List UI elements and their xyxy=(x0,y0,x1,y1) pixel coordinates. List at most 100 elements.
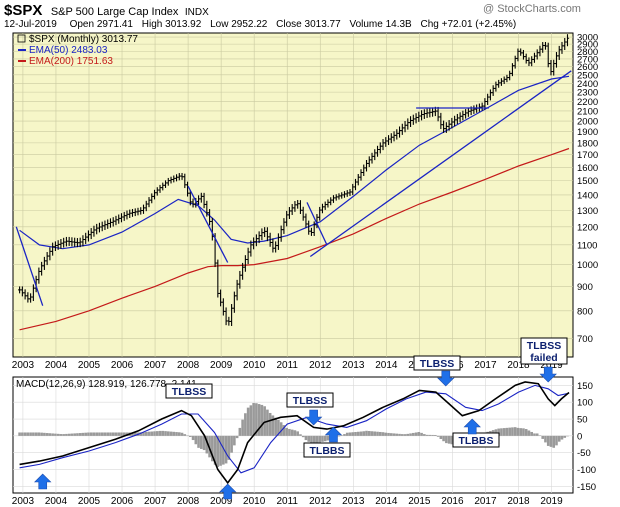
price-x-tick-label: 2009 xyxy=(210,360,233,371)
macd-histogram-bar xyxy=(18,432,21,436)
macd-histogram-bar xyxy=(315,435,319,443)
macd-histogram-bar xyxy=(381,432,385,436)
macd-histogram-bar xyxy=(516,427,520,436)
legend-entry: EMA(50) 2483.03 xyxy=(29,45,108,56)
macd-histogram-bar xyxy=(401,434,404,436)
macd-histogram-bar xyxy=(161,430,165,436)
price-x-tick-label: 2019 xyxy=(540,360,563,371)
annotation-tlbss-2011-text: TLBSS xyxy=(293,395,327,407)
symbol-label: $SPX xyxy=(4,2,43,19)
macd-histogram-bar xyxy=(337,435,341,437)
macd-histogram-bar xyxy=(186,435,189,437)
macd-histogram-bar xyxy=(166,431,170,436)
ohlc-row: 12-Jul-2019 Open 2971.41 High 3013.92 Lo… xyxy=(4,19,516,30)
price-plot xyxy=(15,34,572,331)
macd-histogram-bar xyxy=(131,432,134,436)
macd-x-tick-label: 2012 xyxy=(309,496,332,507)
macd-histogram-bar xyxy=(340,435,344,436)
macd-histogram-bar xyxy=(345,432,349,436)
annotation-tlbss-2008-box xyxy=(165,383,213,399)
support-2012-line xyxy=(309,70,572,258)
price-x-tick-label: 2011 xyxy=(276,360,298,371)
macd-x-tick-label: 2016 xyxy=(441,496,464,507)
macd-histogram-bar xyxy=(56,433,60,436)
macd-histogram-bar xyxy=(288,428,291,436)
macd-histogram-bar xyxy=(120,432,123,436)
macd-histogram-bar xyxy=(527,430,531,436)
macd-histogram-bar xyxy=(106,432,110,436)
macd-histogram-bar xyxy=(376,431,379,436)
macd-histogram-bar xyxy=(566,435,569,437)
macd-histogram-bar xyxy=(414,432,418,436)
macd-histogram-bar xyxy=(447,435,451,444)
legend-swatch xyxy=(17,34,26,43)
price-y-tick-label: 2300 xyxy=(577,88,598,99)
macd-histogram-bar xyxy=(533,433,536,436)
macd-histogram-bar xyxy=(111,432,115,436)
macd-histogram-bar xyxy=(95,432,98,436)
chg-label: Chg xyxy=(420,19,439,30)
legend-entry: $SPX (Monthly) 3013.77 xyxy=(29,34,138,45)
annotation-tlbss-failed-text: failed xyxy=(530,352,557,364)
macd-histogram-bar xyxy=(318,435,322,443)
price-x-tick-label: 2017 xyxy=(474,360,497,371)
macd-x-tick-label: 2003 xyxy=(12,496,35,507)
macd-histogram-bar xyxy=(348,432,352,436)
macd-histogram-bar xyxy=(133,432,137,436)
macd-histogram-bar xyxy=(323,435,327,442)
price-x-tick-label: 2004 xyxy=(45,360,68,371)
macd-histogram-bar xyxy=(530,431,534,436)
macd-histogram-bar xyxy=(37,432,41,436)
legend-entry: EMA(200) 1751.63 xyxy=(29,56,113,67)
macd-histogram-bar xyxy=(395,433,399,436)
annotation-tlbbs-2012-text: TLBBS xyxy=(310,445,345,457)
macd-histogram-bar xyxy=(500,428,503,436)
macd-histogram-bar xyxy=(299,434,302,436)
macd-histogram-bar xyxy=(373,431,377,436)
macd-histogram-bar xyxy=(216,435,220,467)
macd-histogram-bar xyxy=(235,435,239,439)
macd-x-tick-label: 2015 xyxy=(408,496,431,507)
low-label: Low xyxy=(210,19,229,30)
macd-histogram-bar xyxy=(409,433,412,436)
price-y-tick-label: 2400 xyxy=(577,79,598,90)
macd-histogram-bar xyxy=(81,432,85,436)
trend-2011-line xyxy=(306,202,328,246)
annotation-tlbss-failed-box xyxy=(520,337,568,365)
macd-histogram-bar xyxy=(117,432,121,436)
macd-y-tick-label: 0 xyxy=(577,431,582,442)
macd-y-tick-label: -100 xyxy=(577,465,596,476)
macd-histogram-bar xyxy=(442,435,445,442)
macd-histogram-bar xyxy=(109,432,112,436)
macd-histogram-bar xyxy=(431,434,434,436)
arrow-up-2003 xyxy=(34,473,52,490)
macd-histogram-bar xyxy=(169,431,173,436)
chg-value: +72.01 (+2.45%) xyxy=(441,19,517,30)
macd-histogram-bar xyxy=(321,435,324,442)
macd-histogram-bar xyxy=(257,404,261,436)
macd-histogram-bar xyxy=(304,435,308,441)
macd-histogram-bar xyxy=(211,435,214,462)
macd-y-tick-label: -50 xyxy=(577,448,591,459)
macd-x-tick-label: 2019 xyxy=(540,496,563,507)
macd-histogram-bar xyxy=(392,433,396,436)
price-y-tick-label: 2000 xyxy=(577,117,598,128)
price-y-tick-label: 2700 xyxy=(577,54,598,65)
macd-histogram-bar xyxy=(508,427,511,436)
annotation-tlbbs-2016-text: TLBBS xyxy=(459,435,494,447)
macd-histogram-bar xyxy=(92,432,96,436)
macd-histogram-bar xyxy=(213,435,217,465)
date-label: 12-Jul-2019 xyxy=(4,19,57,30)
macd-histogram-bar xyxy=(238,427,242,436)
price-y-tick-label: 2200 xyxy=(577,97,598,108)
macd-histogram-bar xyxy=(420,432,423,436)
price-x-tick-label: 2003 xyxy=(12,360,35,371)
macd-histogram-bar xyxy=(219,435,222,466)
macd-histogram-bar xyxy=(172,431,176,436)
macd-x-tick-label: 2009 xyxy=(210,496,233,507)
price-y-tick-label: 1900 xyxy=(577,127,598,138)
macd-histogram-bar xyxy=(76,433,79,436)
price-y-tick-label: 1400 xyxy=(577,190,598,201)
annotation-tlbbs-2012-box xyxy=(303,442,351,458)
volume-label: Volume xyxy=(349,19,383,30)
